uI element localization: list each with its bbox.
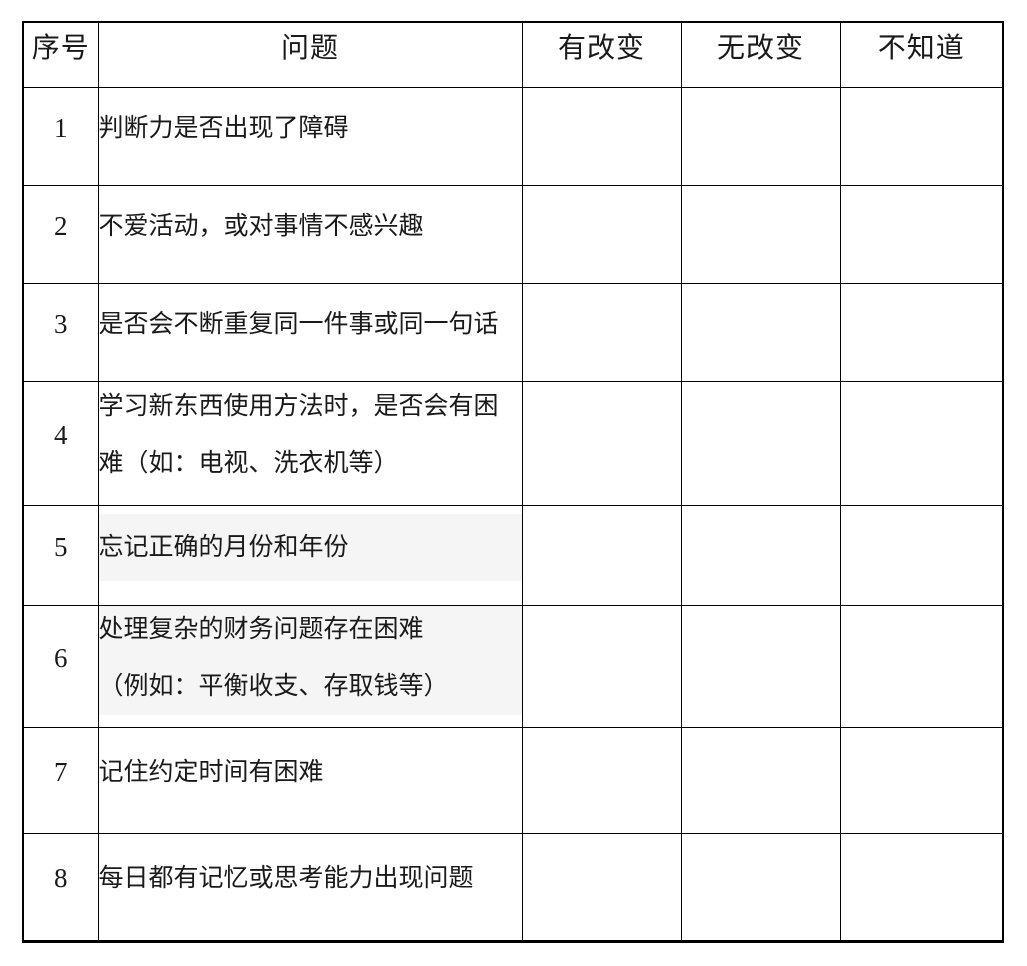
header-row: 序号 问题 有改变 无改变 不知道 bbox=[22, 21, 1004, 88]
table-row: 3 是否会不断重复同一件事或同一句话 bbox=[22, 282, 1004, 382]
answer-cell-no-change[interactable] bbox=[680, 604, 841, 728]
row-number: 8 bbox=[22, 832, 99, 942]
answer-cell-changed[interactable] bbox=[521, 184, 682, 284]
question-cell: 每日都有记忆或思考能力出现问题 bbox=[97, 832, 523, 942]
table-row: 7 记住约定时间有困难 bbox=[22, 726, 1004, 834]
table-row: 8 每日都有记忆或思考能力出现问题 bbox=[22, 832, 1004, 942]
question-cell: 学习新东西使用方法时，是否会有困 难（如：电视、洗衣机等） bbox=[97, 380, 523, 506]
row-number-label: 5 bbox=[54, 531, 68, 562]
answer-cell-changed[interactable] bbox=[521, 504, 682, 606]
answer-cell-no-change[interactable] bbox=[680, 726, 841, 834]
question-cell: 处理复杂的财务问题存在困难 （例如：平衡收支、存取钱等） bbox=[97, 604, 523, 728]
question-text-highlighted: 忘记正确的月份和年份 bbox=[99, 513, 521, 581]
answer-cell-dont-know[interactable] bbox=[839, 504, 1004, 606]
row-number-label: 7 bbox=[54, 756, 68, 787]
answer-cell-dont-know[interactable] bbox=[839, 86, 1004, 186]
answer-cell-no-change[interactable] bbox=[680, 86, 841, 186]
answer-cell-dont-know[interactable] bbox=[839, 380, 1004, 506]
answer-cell-changed[interactable] bbox=[521, 832, 682, 942]
row-number-label: 3 bbox=[54, 308, 68, 339]
answer-cell-no-change[interactable] bbox=[680, 184, 841, 284]
row-number-label: 6 bbox=[54, 642, 68, 673]
row-number-label: 1 bbox=[54, 112, 68, 143]
row-number-label: 4 bbox=[54, 419, 68, 450]
table-row: 5 忘记正确的月份和年份 bbox=[22, 504, 1004, 606]
question-cell: 记住约定时间有困难 bbox=[97, 726, 523, 834]
table-row: 6 处理复杂的财务问题存在困难 （例如：平衡收支、存取钱等） bbox=[22, 604, 1004, 728]
row-number-label: 8 bbox=[54, 863, 68, 893]
question-cell: 是否会不断重复同一件事或同一句话 bbox=[97, 282, 523, 382]
answer-cell-no-change[interactable] bbox=[680, 832, 841, 942]
answer-cell-dont-know[interactable] bbox=[839, 184, 1004, 284]
answer-cell-dont-know[interactable] bbox=[839, 282, 1004, 382]
col-header-changed-label: 有改变 bbox=[557, 31, 645, 63]
answer-cell-changed[interactable] bbox=[521, 380, 682, 506]
answer-cell-dont-know[interactable] bbox=[839, 604, 1004, 728]
row-number: 7 bbox=[22, 726, 99, 834]
question-cell: 判断力是否出现了障碍 bbox=[97, 86, 523, 186]
row-number: 6 bbox=[22, 604, 99, 728]
answer-cell-no-change[interactable] bbox=[680, 282, 841, 382]
question-cell: 忘记正确的月份和年份 bbox=[97, 504, 523, 606]
answer-cell-changed[interactable] bbox=[521, 726, 682, 834]
col-header-question-label: 问题 bbox=[280, 31, 339, 63]
row-number: 3 bbox=[22, 282, 99, 382]
col-header-question: 问题 bbox=[97, 21, 523, 88]
question-cell: 不爱活动，或对事情不感兴趣 bbox=[97, 184, 523, 284]
row-number: 4 bbox=[22, 380, 99, 506]
answer-cell-dont-know[interactable] bbox=[839, 832, 1004, 942]
col-header-dont-know-label: 不知道 bbox=[877, 31, 965, 63]
row-number: 1 bbox=[22, 86, 99, 186]
question-text: 不爱活动，或对事情不感兴趣 bbox=[98, 211, 424, 240]
table-row: 2 不爱活动，或对事情不感兴趣 bbox=[22, 184, 1004, 284]
table-row: 1 判断力是否出现了障碍 bbox=[22, 86, 1004, 186]
question-text: 记住约定时间有困难 bbox=[98, 757, 324, 786]
col-header-index-label: 序号 bbox=[31, 31, 90, 63]
col-header-no-change: 无改变 bbox=[680, 21, 841, 88]
col-header-index: 序号 bbox=[22, 21, 99, 88]
table-row: 4 学习新东西使用方法时，是否会有困 难（如：电视、洗衣机等） bbox=[22, 380, 1004, 506]
row-number: 5 bbox=[22, 504, 99, 606]
answer-cell-dont-know[interactable] bbox=[839, 726, 1004, 834]
col-header-changed: 有改变 bbox=[521, 21, 682, 88]
answer-cell-changed[interactable] bbox=[521, 282, 682, 382]
question-text-highlighted: 处理复杂的财务问题存在困难 （例如：平衡收支、存取钱等） bbox=[99, 606, 521, 715]
col-header-no-change-label: 无改变 bbox=[716, 31, 804, 63]
answer-cell-no-change[interactable] bbox=[680, 380, 841, 506]
questionnaire-table: 序号 问题 有改变 无改变 不知道 1 判断力是否出现了障碍 2 不爱活动，或对… bbox=[22, 21, 1004, 943]
row-number: 2 bbox=[22, 184, 99, 284]
answer-cell-no-change[interactable] bbox=[680, 504, 841, 606]
row-number-label: 2 bbox=[54, 210, 68, 241]
col-header-dont-know: 不知道 bbox=[839, 21, 1004, 88]
question-text: 学习新东西使用方法时，是否会有困 难（如：电视、洗衣机等） bbox=[98, 392, 499, 477]
question-text: 是否会不断重复同一件事或同一句话 bbox=[98, 309, 499, 338]
question-text: 判断力是否出现了障碍 bbox=[98, 113, 349, 142]
answer-cell-changed[interactable] bbox=[521, 86, 682, 186]
question-text: 每日都有记忆或思考能力出现问题 bbox=[98, 864, 474, 892]
answer-cell-changed[interactable] bbox=[521, 604, 682, 728]
